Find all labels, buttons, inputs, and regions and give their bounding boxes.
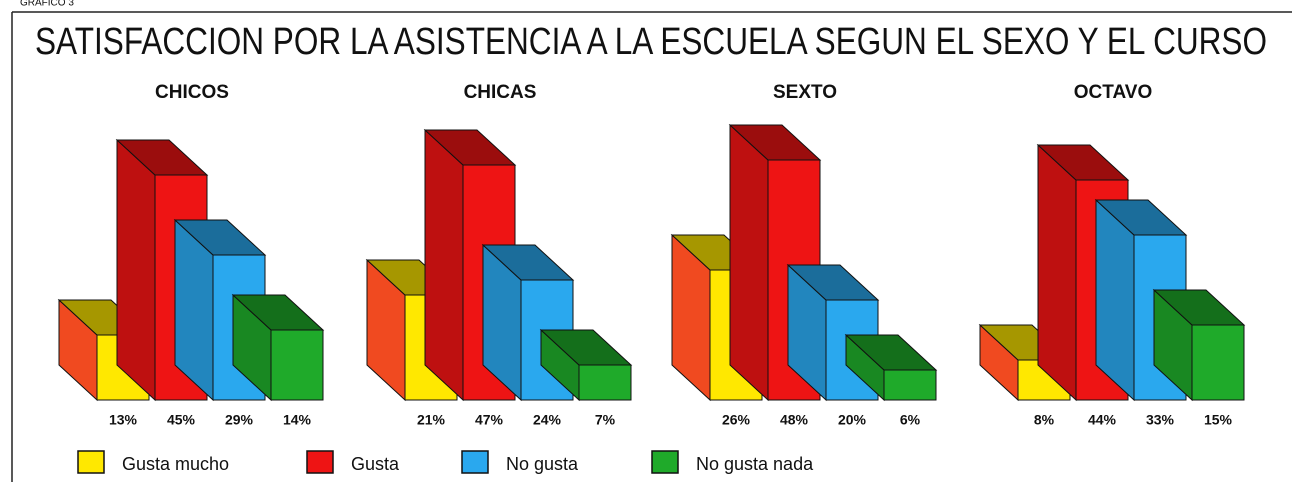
value-label: 24% bbox=[533, 412, 562, 428]
legend-swatch bbox=[651, 450, 679, 474]
legend-label: Gusta bbox=[351, 454, 400, 474]
panel-title: CHICAS bbox=[464, 82, 537, 103]
value-label: 45% bbox=[167, 412, 196, 428]
value-label: 29% bbox=[225, 412, 254, 428]
bar-side bbox=[424, 128, 464, 402]
value-label: 15% bbox=[1204, 412, 1233, 428]
value-label: 6% bbox=[900, 412, 921, 428]
value-label: 14% bbox=[283, 412, 312, 428]
panel-title: OCTAVO bbox=[1074, 82, 1152, 103]
bar-side bbox=[729, 123, 769, 402]
legend-label: No gusta bbox=[506, 454, 579, 474]
value-label: 26% bbox=[722, 412, 751, 428]
value-label: 47% bbox=[475, 412, 504, 428]
value-label: 48% bbox=[780, 412, 809, 428]
legend-swatch bbox=[77, 450, 105, 474]
value-label: 7% bbox=[595, 412, 616, 428]
bar-side bbox=[116, 138, 156, 402]
bar bbox=[578, 364, 632, 401]
bar bbox=[883, 369, 937, 401]
value-label: 13% bbox=[109, 412, 138, 428]
legend-label: Gusta mucho bbox=[122, 454, 229, 474]
figure-label: GRAFICO 3 bbox=[20, 0, 74, 9]
panel-title: CHICOS bbox=[155, 82, 229, 103]
bar bbox=[270, 329, 324, 401]
value-label: 33% bbox=[1146, 412, 1175, 428]
bar-side bbox=[1037, 143, 1077, 402]
value-label: 8% bbox=[1034, 412, 1055, 428]
value-label: 44% bbox=[1088, 412, 1117, 428]
legend-swatch bbox=[461, 450, 489, 474]
panel-title: SEXTO bbox=[773, 82, 837, 103]
chart-title: SATISFACCION POR LA ASISTENCIA A LA ESCU… bbox=[35, 21, 1267, 63]
value-label: 21% bbox=[417, 412, 446, 428]
legend-swatch bbox=[306, 450, 334, 474]
bar bbox=[1191, 324, 1245, 401]
value-label: 20% bbox=[838, 412, 867, 428]
legend-label: No gusta nada bbox=[696, 454, 814, 474]
